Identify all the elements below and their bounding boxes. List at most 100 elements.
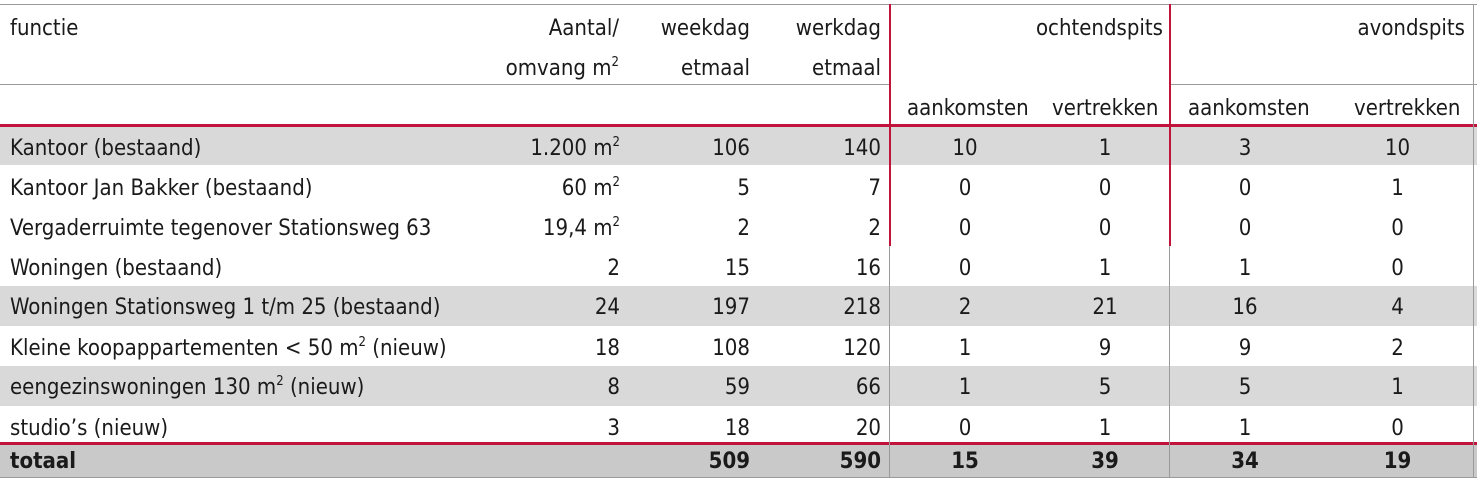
- cell-functie: Kantoor Jan Bakker (bestaand): [10, 176, 313, 201]
- cell-functie: Kantoor (bestaand): [10, 136, 202, 161]
- cell-ochtend-vertrekken: 1: [1098, 256, 1112, 281]
- cell-avond-aankomsten: 0: [1238, 176, 1252, 201]
- cell-functie: Woningen Stationsweg 1 t/m 25 (bestaand): [10, 295, 441, 320]
- header-rule-right: [1170, 84, 1477, 85]
- subheader-avond-aankomsten: aankomsten: [1188, 96, 1310, 121]
- divider-ochtend-red: [889, 4, 891, 246]
- cell-weekdag: 15: [724, 256, 750, 281]
- divider-avond-grey: [1169, 246, 1170, 478]
- cell-functie: Kleine koopappartementen < 50 m2 (nieuw): [10, 335, 447, 361]
- cell-avond-aankomsten: 3: [1238, 136, 1252, 161]
- cell-ochtend-vertrekken: 21: [1092, 295, 1118, 320]
- total-avond-aankomsten: 34: [1231, 449, 1259, 474]
- header-werkdag-line2: etmaal: [812, 56, 881, 81]
- cell-avond-vertrekken: 4: [1391, 295, 1404, 320]
- cell-aantal: 19,4 m2: [542, 215, 620, 241]
- cell-aantal: 2: [607, 256, 620, 281]
- total-avond-vertrekken: 19: [1383, 449, 1412, 474]
- cell-avond-vertrekken: 0: [1391, 416, 1404, 441]
- cell-werkdag: 120: [843, 336, 881, 361]
- cell-weekdag: 2: [737, 216, 750, 241]
- cell-ochtend-vertrekken: 1: [1098, 136, 1112, 161]
- cell-ochtend-vertrekken: 5: [1098, 375, 1112, 400]
- cell-avond-vertrekken: 10: [1384, 136, 1411, 161]
- cell-ochtend-aankomsten: 0: [958, 216, 972, 241]
- divider-ochtend-grey: [889, 246, 890, 478]
- total-werkdag: 590: [839, 449, 881, 474]
- cell-weekdag: 5: [737, 176, 750, 201]
- header-weekdag-line2: etmaal: [681, 56, 750, 81]
- header-functie: functie: [10, 16, 79, 41]
- subheader-avond-vertrekken: vertrekken: [1354, 96, 1461, 121]
- total-top-rule: [0, 442, 1477, 445]
- cell-avond-vertrekken: 0: [1391, 216, 1404, 241]
- cell-weekdag: 59: [724, 375, 750, 400]
- cell-functie: eengezinswoningen 130 m2 (nieuw): [10, 374, 365, 400]
- cell-avond-aankomsten: 1: [1238, 256, 1252, 281]
- cell-avond-aankomsten: 9: [1238, 336, 1252, 361]
- header-bottom-rule: [0, 124, 1477, 127]
- right-border: [1473, 4, 1474, 478]
- header-weekdag-line1: weekdag: [660, 16, 750, 41]
- cell-functie: Vergaderruimte tegenover Stationsweg 63: [10, 216, 432, 241]
- bottom-rule: [0, 477, 1477, 478]
- cell-werkdag: 7: [868, 176, 881, 201]
- total-weekdag: 509: [708, 449, 750, 474]
- cell-ochtend-aankomsten: 0: [958, 416, 972, 441]
- header-aantal-line2: omvang m2: [505, 55, 619, 81]
- cell-ochtend-aankomsten: 0: [958, 256, 972, 281]
- cell-werkdag: 16: [855, 256, 881, 281]
- cell-weekdag: 106: [712, 136, 750, 161]
- row-band-kantoor: [0, 126, 1477, 165]
- cell-aantal: 3: [607, 416, 620, 441]
- cell-ochtend-vertrekken: 0: [1098, 176, 1112, 201]
- cell-aantal: 8: [607, 375, 620, 400]
- cell-aantal: 60 m2: [561, 175, 620, 201]
- cell-weekdag: 197: [712, 295, 750, 320]
- cell-weekdag: 108: [712, 336, 750, 361]
- top-rule: [0, 4, 1477, 5]
- cell-ochtend-aankomsten: 2: [958, 295, 972, 320]
- cell-werkdag: 218: [843, 295, 881, 320]
- cell-ochtend-aankomsten: 10: [952, 136, 978, 161]
- cell-aantal: 1.200 m2: [530, 135, 620, 161]
- cell-functie: Woningen (bestaand): [10, 256, 223, 281]
- header-ochtendspits: ochtendspits: [1035, 16, 1163, 41]
- cell-avond-vertrekken: 1: [1391, 375, 1404, 400]
- cell-werkdag: 66: [855, 375, 881, 400]
- cell-avond-aankomsten: 1: [1238, 416, 1252, 441]
- total-band: [0, 445, 1477, 477]
- cell-werkdag: 2: [868, 216, 881, 241]
- divider-avond-red: [1169, 4, 1171, 246]
- cell-aantal: 18: [594, 336, 620, 361]
- cell-avond-vertrekken: 1: [1391, 176, 1404, 201]
- cell-werkdag: 20: [855, 416, 881, 441]
- row-band-eengezinswoningen: [0, 366, 1477, 406]
- cell-avond-vertrekken: 0: [1391, 256, 1404, 281]
- cell-avond-aankomsten: 16: [1232, 295, 1258, 320]
- total-label: totaal: [10, 449, 77, 474]
- cell-werkdag: 140: [843, 136, 881, 161]
- cell-avond-vertrekken: 2: [1391, 336, 1404, 361]
- cell-ochtend-aankomsten: 1: [958, 375, 972, 400]
- cell-weekdag: 18: [724, 416, 750, 441]
- cell-functie: studio’s (nieuw): [10, 416, 169, 441]
- cell-ochtend-vertrekken: 0: [1098, 216, 1112, 241]
- total-ochtend-aankomsten: 15: [951, 449, 979, 474]
- subheader-ochtend-aankomsten: aankomsten: [907, 96, 1029, 121]
- cell-aantal: 24: [594, 295, 620, 320]
- header-werkdag-line1: werkdag: [795, 16, 881, 41]
- cell-ochtend-vertrekken: 1: [1098, 416, 1112, 441]
- row-band-woningen-stationsweg: [0, 286, 1477, 326]
- cell-avond-aankomsten: 0: [1238, 216, 1252, 241]
- header-aantal-line1: Aantal/: [548, 16, 619, 41]
- header-avondspits: avondspits: [1357, 16, 1465, 41]
- cell-ochtend-aankomsten: 0: [958, 176, 972, 201]
- cell-ochtend-aankomsten: 1: [958, 336, 972, 361]
- header-rule-left: [0, 84, 890, 85]
- cell-ochtend-vertrekken: 9: [1098, 336, 1112, 361]
- subheader-ochtend-vertrekken: vertrekken: [1052, 96, 1159, 121]
- total-ochtend-vertrekken: 39: [1091, 449, 1119, 474]
- cell-avond-aankomsten: 5: [1238, 375, 1252, 400]
